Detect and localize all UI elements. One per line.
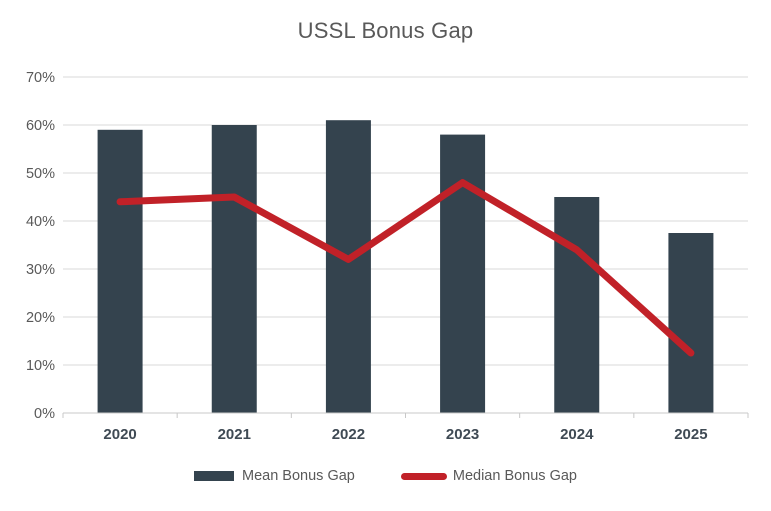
y-axis-label: 20% [26, 310, 55, 326]
x-axis-label-2024: 2024 [560, 426, 594, 443]
legend-label-median: Median Bonus Gap [452, 468, 577, 484]
y-axis-label: 50% [26, 166, 55, 182]
y-axis-label: 30% [26, 262, 55, 278]
x-axis-label-2023: 2023 [446, 426, 479, 443]
bar-2020 [97, 129, 143, 414]
y-axis-label: 0% [34, 406, 55, 422]
plot-area: 0% 10% 20% 30% 40% 50% 60% 70% 2020 2021 2022 2023 2… [26, 70, 749, 443]
x-axis-label-2025: 2025 [674, 426, 707, 443]
legend-label-mean: Mean Bonus Gap [242, 468, 355, 484]
bar-2021 [211, 125, 257, 413]
legend-mean-swatch-icon [194, 471, 234, 481]
x-axis-label-2021: 2021 [218, 426, 251, 443]
bar-2025 [668, 233, 714, 413]
bar-2023 [440, 134, 486, 413]
y-axis-label: 10% [26, 358, 55, 374]
y-axis-label: 70% [26, 70, 55, 86]
bar-2024 [554, 197, 600, 413]
chart-title: USSL Bonus Gap [297, 18, 474, 43]
legend-median-swatch-icon [400, 472, 447, 480]
x-axis-label-2022: 2022 [332, 426, 365, 443]
bar-2022 [325, 120, 371, 413]
y-axis-label: 60% [26, 118, 55, 134]
y-axis-label: 40% [26, 214, 55, 230]
x-axis-label-2020: 2020 [103, 426, 136, 443]
legend: Mean Bonus Gap Median Bonus Gap [0, 468, 771, 484]
median-line [116, 179, 695, 357]
